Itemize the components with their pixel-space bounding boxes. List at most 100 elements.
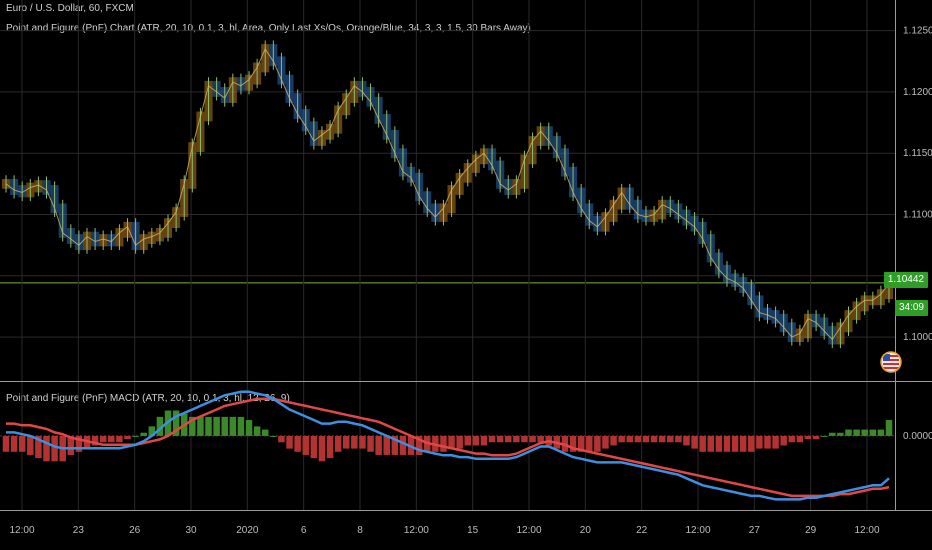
macd-axis-label: 0.00000: [903, 431, 932, 442]
histogram-bar: [699, 435, 706, 452]
histogram-bar: [634, 435, 642, 443]
histogram-bar: [2, 435, 10, 452]
histogram-bar: [270, 435, 277, 437]
histogram-bar: [229, 416, 237, 436]
time-axis-label: 12:00: [516, 525, 541, 536]
histogram-bar: [124, 435, 131, 440]
histogram-bar: [351, 435, 358, 449]
histogram-bar: [91, 435, 99, 446]
histogram-bar: [569, 435, 577, 452]
histogram-bar: [75, 435, 83, 452]
time-axis-label: 30: [185, 525, 197, 536]
histogram-bar: [302, 435, 309, 455]
histogram-bar: [731, 435, 739, 452]
time-axis-label: 12:00: [685, 525, 710, 536]
histogram-bar: [707, 435, 715, 452]
histogram-bar: [885, 420, 893, 436]
price-axis-label: 1.12500: [903, 26, 932, 37]
histogram-bar: [602, 435, 609, 449]
histogram-bar: [658, 435, 666, 443]
histogram-bar: [148, 426, 156, 436]
histogram-bar: [667, 435, 674, 443]
countdown-tag: 34:09: [894, 300, 928, 316]
time-axis-label: 27: [749, 525, 761, 536]
histogram-bar: [172, 410, 180, 436]
currency-flag-icon: [880, 351, 902, 373]
histogram-bar: [318, 435, 326, 462]
histogram-bar: [861, 429, 868, 436]
macd-legend[interactable]: Point and Figure (PnF) MACD (ATR, 20, 10…: [6, 393, 290, 404]
histogram-bar: [294, 435, 301, 452]
time-axis-label: 8: [357, 525, 363, 536]
histogram-bar: [342, 435, 350, 449]
histogram-bar: [43, 435, 50, 462]
histogram-bar: [383, 435, 390, 455]
histogram-bar: [820, 435, 828, 437]
macd-histogram: [2, 410, 893, 462]
histogram-bar: [780, 435, 787, 446]
histogram-bar: [650, 435, 658, 443]
histogram-bar: [488, 435, 496, 443]
histogram-bar: [683, 435, 690, 446]
histogram-bar: [877, 429, 885, 436]
histogram-bar: [772, 435, 779, 449]
histogram-bar: [748, 435, 755, 452]
axes[interactable]: 1.12500 1.12000 1.11500 1.11000 1.10000 12:00…: [0, 0, 932, 536]
histogram-bar: [610, 435, 617, 446]
time-axis-label: 22: [636, 525, 648, 536]
histogram-bar: [804, 435, 812, 440]
histogram-bar: [278, 435, 285, 443]
price-axis-label: 1.12000: [903, 87, 932, 98]
time-axis-label: 12:00: [404, 525, 429, 536]
histogram-bar: [594, 435, 601, 452]
histogram-bar: [853, 429, 860, 436]
signal-line: [6, 397, 890, 498]
histogram-bar: [51, 435, 58, 462]
histogram-bar: [132, 435, 139, 437]
histogram-bar: [27, 435, 34, 455]
histogram-bar: [691, 435, 698, 449]
histogram-bar: [140, 432, 147, 436]
histogram-bar: [108, 435, 115, 443]
histogram-bar: [586, 435, 593, 452]
histogram-bar: [237, 416, 245, 436]
histogram-bar: [197, 416, 204, 436]
histogram-bar: [496, 435, 504, 443]
histogram-bar: [577, 435, 585, 452]
histogram-bar: [99, 435, 107, 443]
time-axis-label: 15: [467, 525, 479, 536]
histogram-bar: [221, 416, 228, 436]
indicator-legend[interactable]: Point and Figure (PnF) Chart (ATR, 20, 1…: [6, 23, 531, 34]
histogram-bar: [456, 435, 463, 449]
time-axis-label: 20: [580, 525, 592, 536]
histogram-bar: [626, 435, 634, 443]
histogram-bar: [845, 429, 852, 436]
histogram-bar: [837, 432, 844, 436]
histogram-bar: [310, 435, 318, 459]
histogram-bar: [286, 435, 293, 449]
histogram-bar: [35, 435, 42, 459]
histogram-bar: [618, 435, 625, 443]
histogram-bar: [521, 435, 528, 443]
time-axis-label: 26: [129, 525, 141, 536]
time-axis-label: 29: [805, 525, 817, 536]
histogram-bar: [812, 435, 820, 440]
macd-line: [6, 390, 890, 501]
histogram-bar: [537, 435, 544, 443]
histogram-bar: [415, 435, 423, 455]
histogram-bar: [245, 420, 253, 436]
histogram-bar: [359, 435, 366, 449]
histogram-bar: [375, 435, 382, 455]
histogram-bar: [756, 435, 763, 449]
histogram-bar: [869, 429, 877, 436]
histogram-bar: [480, 435, 488, 446]
histogram-bar: [67, 435, 75, 455]
histogram-bar: [10, 435, 18, 452]
histogram-bar: [715, 435, 723, 452]
symbol-legend[interactable]: Euro / U.S. Dollar, 60, FXCM: [6, 3, 134, 14]
histogram-bar: [261, 429, 269, 436]
histogram-bar: [675, 435, 682, 443]
histogram-bar: [391, 435, 399, 455]
